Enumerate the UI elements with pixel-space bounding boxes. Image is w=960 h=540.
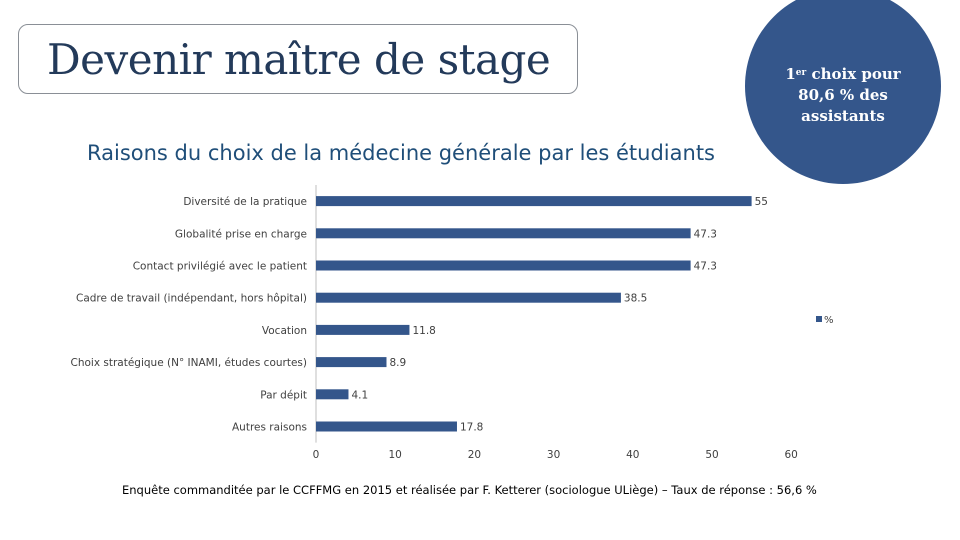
bar	[316, 228, 691, 239]
x-tick-label: 60	[785, 449, 798, 461]
footnote: Enquête commanditée par le CCFFMG en 201…	[122, 483, 817, 497]
category-label: Diversité de la pratique	[183, 196, 307, 208]
category-label: Globalité prise en charge	[175, 228, 307, 240]
category-label: Choix stratégique (N° INAMI, études cour…	[71, 357, 307, 369]
circle-line2: 80,6 % des	[798, 86, 888, 104]
bar	[316, 292, 621, 303]
circle-line3: assistants	[801, 107, 885, 125]
legend-label: %	[824, 315, 834, 326]
data-label: 11.8	[412, 325, 435, 337]
x-tick-label: 30	[547, 449, 560, 461]
category-label: Cadre de travail (indépendant, hors hôpi…	[76, 293, 307, 305]
data-label: 47.3	[694, 261, 717, 273]
bar	[316, 324, 410, 335]
category-label: Vocation	[262, 325, 307, 337]
circle-line1-suffix: choix pour	[806, 65, 901, 83]
chart-layer: Diversité de la pratique 55 Globalité pris…	[71, 185, 834, 461]
x-tick-label: 20	[468, 449, 481, 461]
circle-text: 1er choix pour 80,6 % des assistants	[745, 64, 941, 127]
circle-line1-sup: er	[795, 68, 807, 78]
x-tick-label: 50	[705, 449, 718, 461]
category-label: Contact privilégié avec le patient	[133, 261, 307, 273]
data-label: 47.3	[694, 228, 717, 240]
data-label: 17.8	[460, 422, 483, 434]
data-label: 55	[755, 196, 768, 208]
data-label: 4.1	[351, 389, 368, 401]
highlight-circle: 1er choix pour 80,6 % des assistants	[745, 0, 941, 184]
legend-swatch	[816, 316, 822, 322]
x-tick-label: 40	[626, 449, 639, 461]
bar	[316, 421, 457, 432]
bar	[316, 196, 752, 207]
x-tick-label: 10	[389, 449, 402, 461]
circle-line1-prefix: 1	[785, 65, 796, 83]
bar	[316, 260, 691, 271]
category-label: Autres raisons	[232, 422, 307, 434]
chart-title: Raisons du choix de la médecine générale…	[87, 141, 715, 165]
data-label: 8.9	[389, 357, 406, 369]
bar	[316, 357, 387, 368]
bar	[316, 389, 349, 400]
title-box: Devenir maître de stage	[18, 24, 578, 94]
data-label: 38.5	[624, 293, 647, 305]
x-tick-label: 0	[313, 449, 320, 461]
slide-title: Devenir maître de stage	[47, 35, 551, 84]
category-label: Par dépit	[260, 389, 307, 401]
